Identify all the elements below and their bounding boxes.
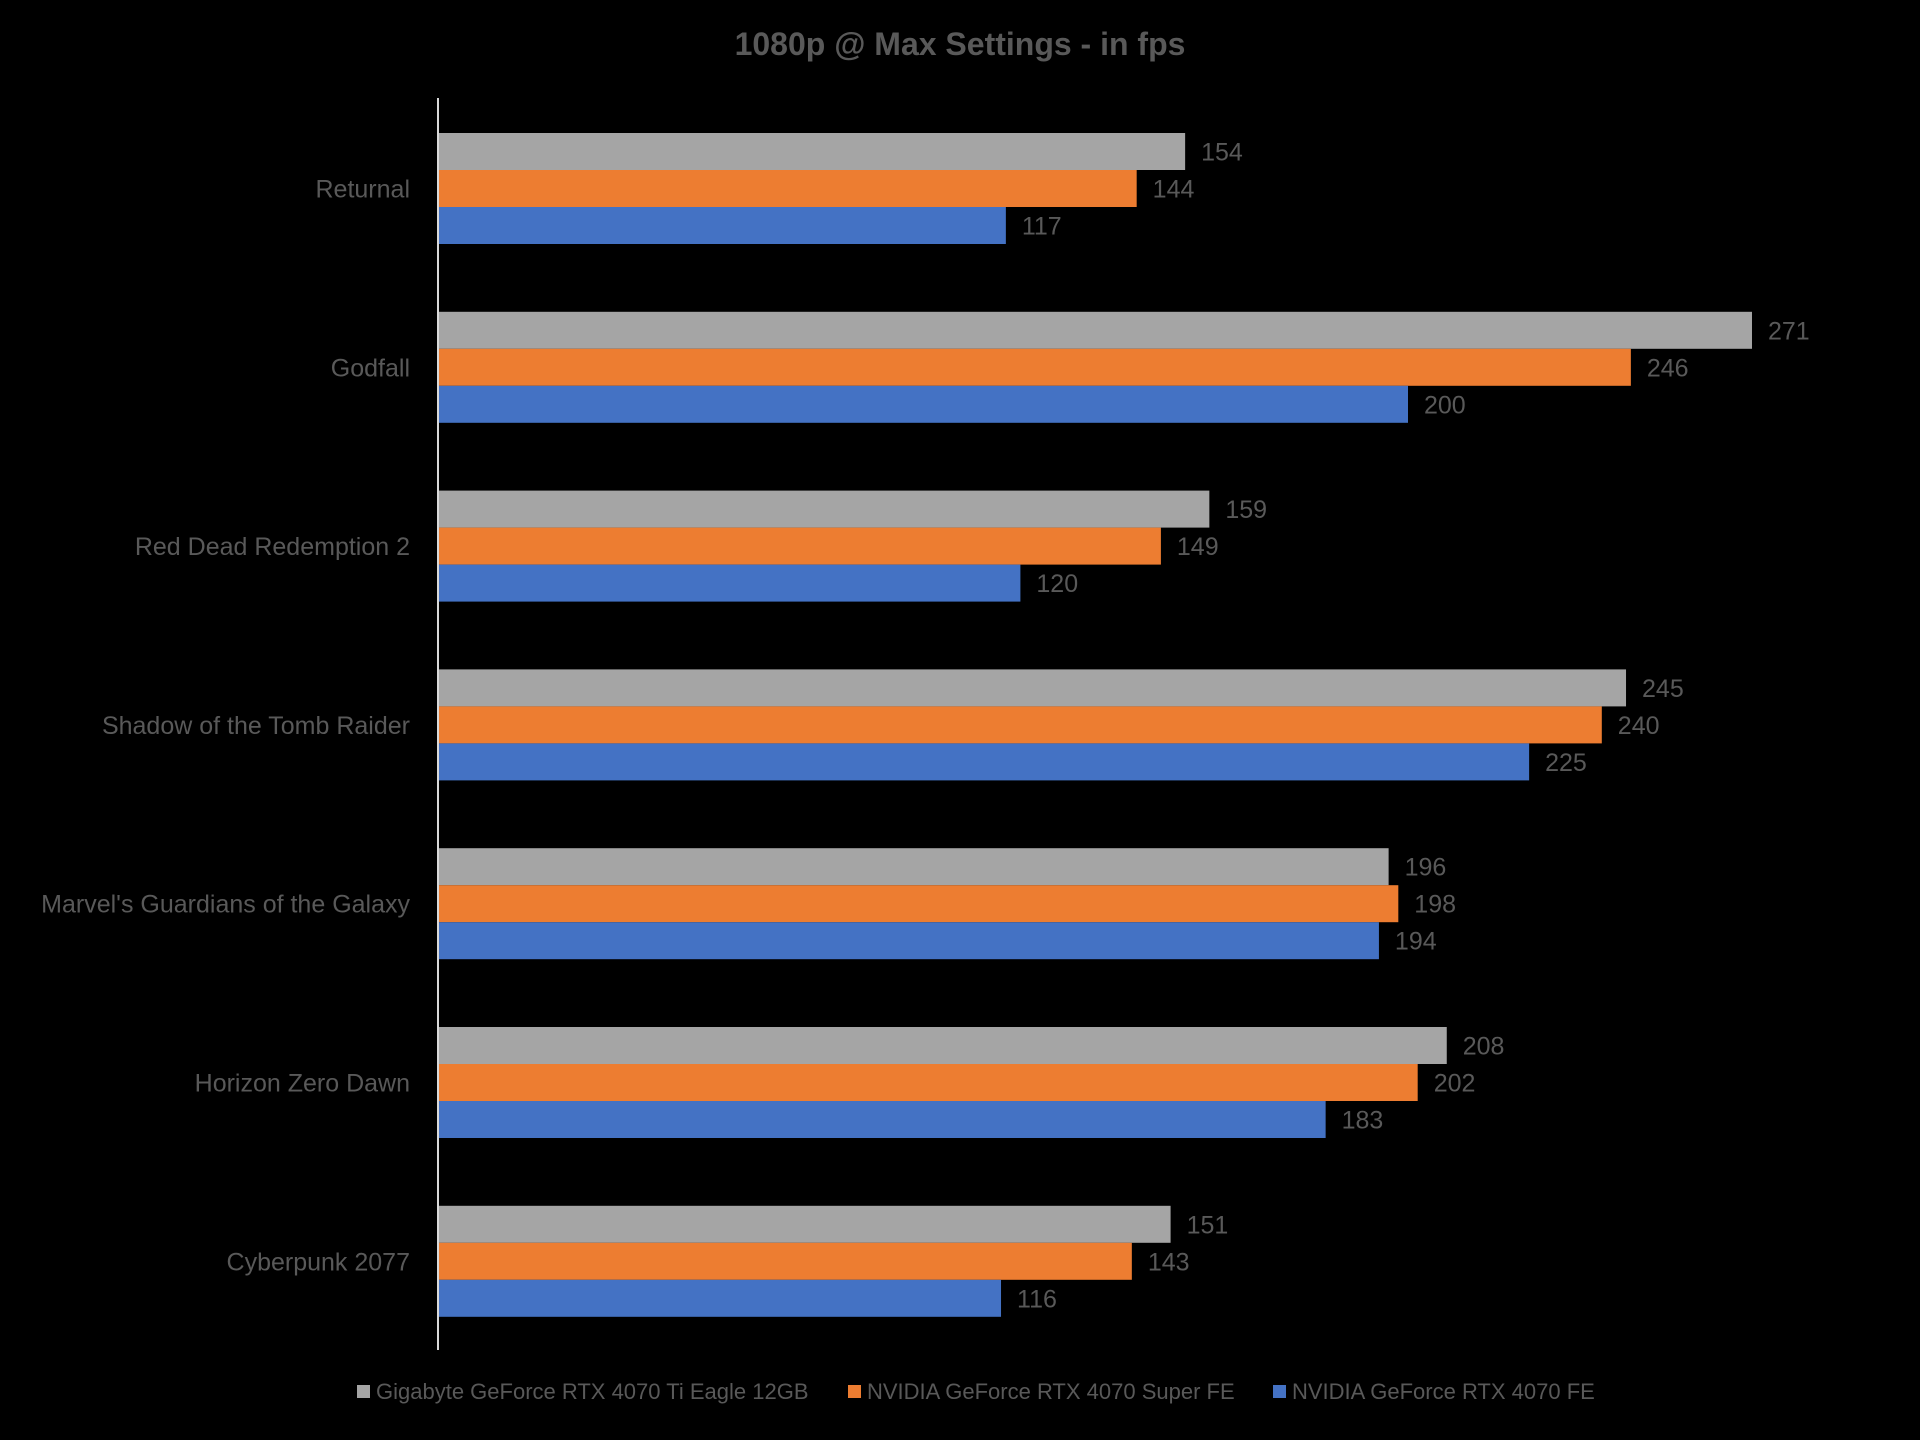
bar [439,1027,1447,1064]
data-label: 225 [1545,749,1587,777]
category-label: Horizon Zero Dawn [195,1070,410,1098]
bar [439,922,1379,960]
data-label: 144 [1153,176,1195,204]
category-label: Returnal [316,176,411,204]
category-label: Cyberpunk 2077 [227,1248,410,1276]
data-label: 240 [1618,712,1660,740]
legend-label: Gigabyte GeForce RTX 4070 Ti Eagle 12GB [376,1379,809,1404]
category-label: Shadow of the Tomb Raider [102,712,410,740]
bar [439,311,1752,349]
data-label: 151 [1187,1211,1229,1239]
data-label: 245 [1642,675,1684,703]
bar [439,706,1602,744]
bar [439,564,1021,602]
data-label: 200 [1424,391,1466,419]
data-label: 183 [1342,1107,1384,1135]
chart-title: 1080p @ Max Settings - in fps [735,26,1186,62]
bar [439,207,1006,244]
data-label: 154 [1201,139,1243,167]
data-label: 208 [1463,1033,1505,1061]
legend-swatch [357,1385,370,1398]
data-label: 198 [1414,891,1456,919]
category-label: Marvel's Guardians of the Galaxy [41,891,410,919]
data-label: 196 [1405,854,1447,882]
bars-layer [439,133,1752,1317]
legend-label: NVIDIA GeForce RTX 4070 Super FE [867,1379,1235,1404]
data-label: 116 [1017,1285,1057,1313]
legend-swatch [848,1385,861,1398]
bar [439,1205,1171,1243]
bar [439,848,1389,886]
bar [439,1242,1132,1280]
legend-label: NVIDIA GeForce RTX 4070 FE [1292,1379,1595,1404]
bar [439,1101,1326,1138]
data-label: 120 [1036,570,1078,598]
data-label: 117 [1022,213,1062,241]
category-label: Godfall [331,354,410,382]
data-label: 143 [1148,1248,1190,1276]
bar [439,743,1530,781]
bar [439,885,1399,923]
data-label: 202 [1434,1070,1476,1098]
bar [439,490,1210,528]
bar [439,133,1186,170]
data-label: 149 [1177,533,1219,561]
data-label: 271 [1768,317,1810,345]
bar [439,1064,1418,1101]
bar [439,669,1627,707]
category-label: Red Dead Redemption 2 [135,533,410,561]
bar [439,385,1408,423]
legend: Gigabyte GeForce RTX 4070 Ti Eagle 12GB N… [357,1379,1595,1404]
bar [439,348,1631,386]
data-label: 159 [1225,496,1267,524]
bar [439,170,1137,207]
data-label: 194 [1395,928,1437,956]
data-label: 246 [1647,354,1689,382]
legend-swatch [1273,1385,1286,1398]
bar [439,527,1161,565]
bar [439,1279,1002,1317]
